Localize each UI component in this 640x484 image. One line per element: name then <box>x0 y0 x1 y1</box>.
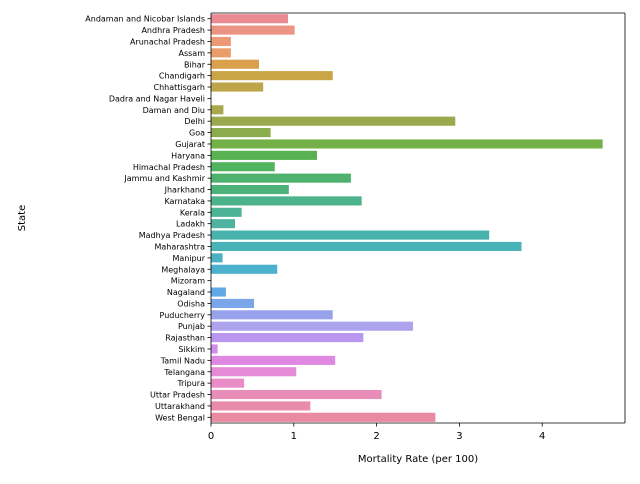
y-tick-label: Andhra Pradesh <box>141 26 205 35</box>
y-tick-label: Himachal Pradesh <box>133 163 205 172</box>
x-tick-label: 1 <box>291 431 297 442</box>
y-tick-label: Nagaland <box>167 288 205 297</box>
y-tick-label: Gujarat <box>175 140 205 149</box>
bar <box>211 184 289 195</box>
bar <box>211 298 255 308</box>
x-tick-label: 0 <box>208 431 214 442</box>
bar <box>211 36 231 47</box>
y-tick-label: Meghalaya <box>161 265 205 274</box>
bar <box>211 14 289 24</box>
y-tick-label: Arunachal Pradesh <box>130 37 205 46</box>
x-tick-label: 3 <box>456 431 462 442</box>
y-tick-label: Rajasthan <box>165 334 205 343</box>
x-tick-label: 4 <box>539 431 545 442</box>
y-tick-label: Ladakh <box>176 220 205 229</box>
bar <box>211 333 364 343</box>
y-tick-label: Chandigarh <box>159 72 205 81</box>
bar <box>211 264 278 274</box>
y-tick-label: Delhi <box>184 117 205 126</box>
bar <box>211 196 362 206</box>
bar <box>211 287 226 297</box>
bar <box>211 59 260 69</box>
y-tick-label: Punjab <box>178 322 205 331</box>
bar <box>211 241 522 252</box>
y-tick-label: Puducherry <box>160 311 206 320</box>
y-tick-label: Tamil Nadu <box>160 356 205 365</box>
bar <box>211 71 333 81</box>
bar <box>211 162 275 172</box>
bar <box>211 48 231 58</box>
bar <box>211 253 223 263</box>
y-tick-label: Assam <box>178 49 205 58</box>
bar <box>211 367 297 377</box>
bar <box>211 173 351 183</box>
y-tick-label: Goa <box>189 129 205 138</box>
y-tick-label: Sikkim <box>178 345 205 354</box>
bars-group <box>211 14 603 422</box>
y-tick-label: Chhattisgarh <box>154 83 206 92</box>
y-tick-label: Andaman and Nicobar Islands <box>85 15 205 24</box>
y-tick-label: Manipur <box>172 254 205 263</box>
y-tick-label: Kerala <box>180 208 205 217</box>
bar <box>211 105 224 115</box>
bar <box>211 412 436 422</box>
y-tick-label: Tripura <box>176 379 205 388</box>
y-tick-label: Haryana <box>171 151 205 160</box>
y-tick-label: Uttar Pradesh <box>150 391 205 400</box>
bar <box>211 230 490 240</box>
bar <box>211 116 456 126</box>
bar <box>211 321 414 331</box>
y-tick-label: Daman and Diu <box>143 106 205 115</box>
bar <box>211 310 333 320</box>
bar <box>211 355 336 365</box>
bar <box>211 150 317 160</box>
x-axis-ticks: 0 1 2 3 4 <box>208 423 545 442</box>
y-tick-label: Uttarakhand <box>155 402 205 411</box>
bar <box>211 344 218 354</box>
y-tick-label: Odisha <box>177 299 205 308</box>
y-tick-label: Madhya Pradesh <box>139 231 205 240</box>
bar <box>211 139 603 149</box>
y-tick-label: Maharashtra <box>154 242 205 251</box>
y-tick-label: Karnataka <box>164 197 205 206</box>
y-tick-label: Jharkhand <box>164 186 205 195</box>
bar <box>211 378 245 388</box>
y-axis-label: State <box>17 205 28 231</box>
y-tick-label: West Bengal <box>155 413 205 422</box>
y-tick-label: Mizoram <box>171 277 205 286</box>
bar <box>211 207 242 217</box>
bar <box>211 82 264 92</box>
bar <box>211 128 271 138</box>
bar <box>211 25 295 35</box>
bar <box>211 401 311 411</box>
x-tick-label: 2 <box>373 431 379 442</box>
y-tick-label: Bihar <box>184 60 206 69</box>
y-tick-label: Telangana <box>163 368 205 377</box>
y-tick-label: Dadra and Nagar Haveli <box>109 94 205 103</box>
x-axis-label: Mortality Rate (per 100) <box>358 454 478 465</box>
y-axis-ticks: Andaman and Nicobar Islands Andhra Prades… <box>85 15 211 422</box>
bar <box>211 389 382 400</box>
bar <box>211 219 236 229</box>
y-tick-label: Jammu and Kashmir <box>123 174 205 183</box>
